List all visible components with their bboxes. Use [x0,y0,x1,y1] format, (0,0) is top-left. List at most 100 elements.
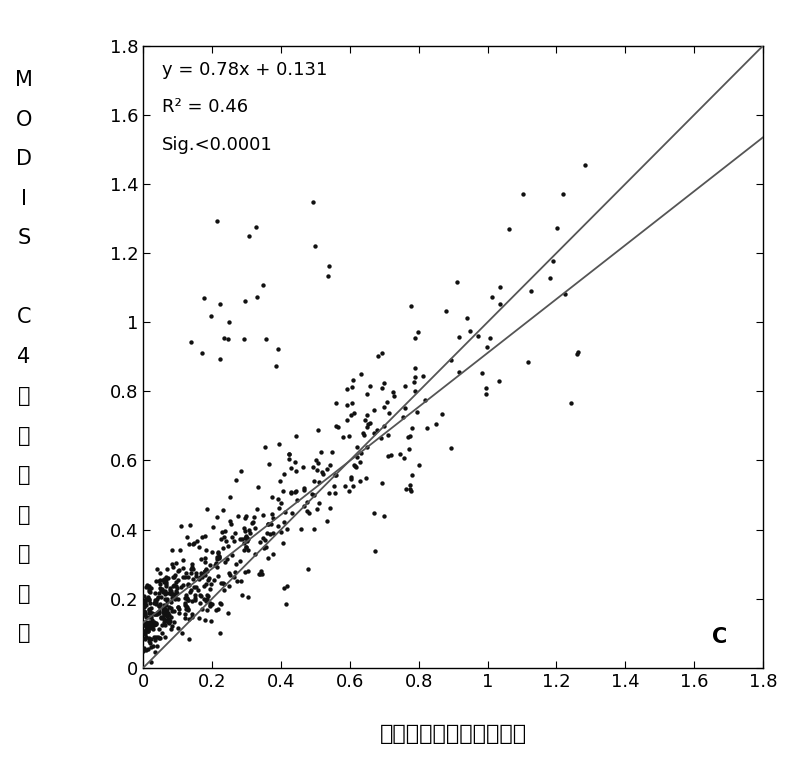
Point [213,551,226,563]
Point [409,386,421,398]
Point [517,187,529,200]
Point [572,345,584,357]
Point [172,600,184,613]
Point [368,507,381,519]
Point [153,606,165,619]
Point [153,567,166,579]
Point [289,485,302,497]
Point [140,619,153,631]
Text: 胶: 胶 [17,465,30,485]
Point [242,591,254,603]
Point [162,607,175,619]
Point [211,550,223,562]
Point [215,526,228,538]
Text: C: C [712,627,727,647]
Point [146,607,159,619]
Point [254,568,266,580]
Point [217,504,230,516]
Text: I: I [21,189,27,209]
Point [201,594,214,606]
Point [349,460,362,472]
Point [321,515,334,527]
Point [140,616,153,628]
Point [140,631,153,643]
Point [142,619,154,631]
Point [301,496,313,508]
Point [169,557,182,569]
Point [371,424,384,436]
Point [216,543,229,555]
Point [452,331,465,343]
Point [152,631,165,643]
Point [176,627,188,639]
Point [230,474,242,486]
Point [149,631,162,643]
Point [238,537,250,549]
Point [351,451,363,463]
Point [181,531,194,543]
Point [202,572,215,584]
Point [369,544,382,556]
Point [283,448,296,460]
Point [486,291,498,303]
Point [159,619,172,631]
Point [238,525,251,537]
Point [166,592,179,604]
Point [149,634,161,646]
Point [200,603,213,616]
Point [144,637,157,649]
Point [149,596,161,608]
Point [170,582,183,594]
Point [166,605,179,617]
Point [138,609,151,621]
Point [285,507,298,519]
Point [238,544,250,556]
Point [257,532,270,544]
Point [262,518,274,530]
Point [157,574,169,586]
Point [184,336,197,348]
Point [267,512,280,524]
Point [188,581,200,594]
Point [145,656,157,668]
Point [330,397,343,409]
Point [214,533,227,545]
Point [347,459,360,471]
Point [297,461,310,473]
Point [161,615,174,627]
Point [461,312,474,324]
Point [223,569,236,581]
Point [226,531,238,543]
Point [436,408,448,420]
Point [144,606,157,619]
Point [176,579,189,591]
Point [361,441,374,453]
Point [451,276,463,288]
Point [138,616,151,628]
Point [347,480,359,492]
Point [164,616,176,628]
Text: D: D [16,150,32,169]
Point [146,623,159,635]
Point [219,556,231,568]
Point [285,487,297,499]
Point [344,474,357,486]
Point [149,597,162,609]
Point [180,592,193,604]
Point [147,619,160,631]
Point [228,527,241,539]
Point [178,612,191,624]
Point [219,525,232,537]
Point [316,465,328,477]
Point [164,584,176,596]
Point [323,487,335,499]
Point [186,563,199,575]
Point [275,526,288,538]
Point [211,215,223,227]
Point [361,420,374,433]
Point [272,520,285,532]
Point [138,605,150,617]
Point [250,222,262,234]
Point [155,613,168,625]
Point [283,453,296,465]
